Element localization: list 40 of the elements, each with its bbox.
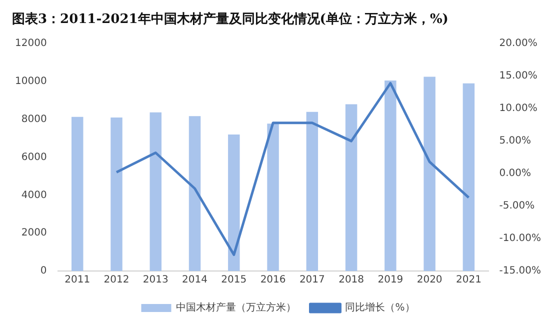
x-tick-label: 2021 <box>456 274 482 286</box>
x-tick-label: 2018 <box>338 274 364 286</box>
x-tick-label: 2017 <box>299 274 325 286</box>
bar <box>345 104 358 271</box>
bar <box>110 118 122 271</box>
y-tick-label: 6000 <box>21 152 47 163</box>
x-tick-label: 2011 <box>64 274 90 286</box>
bar <box>267 124 279 271</box>
y2-tick-label: 10.00% <box>499 103 538 114</box>
y2-tick-label: -10.00% <box>499 233 542 244</box>
y2-tick-label: 0.00% <box>499 168 532 180</box>
y2-tick-label: -15.00% <box>499 266 542 277</box>
x-tick-label: 2012 <box>104 274 130 286</box>
y2-tick-label: 5.00% <box>499 136 532 147</box>
x-tick-label: 2015 <box>221 274 247 286</box>
y-tick-label: 8000 <box>21 114 47 125</box>
y-tick-label: 4000 <box>21 190 47 201</box>
bar <box>72 116 84 271</box>
bar <box>424 76 436 271</box>
y-tick-label: 12000 <box>15 38 47 50</box>
x-tick-label: 2019 <box>378 274 404 286</box>
y-tick-label: 10000 <box>15 76 47 88</box>
legend-label: 同比增长（%） <box>345 302 415 314</box>
y-tick-label: 0 <box>40 266 47 277</box>
y2-tick-label: 20.00% <box>499 38 538 50</box>
y2-tick-label: 15.00% <box>499 70 538 82</box>
legend-label: 中国木材产量（万立方米） <box>176 302 296 314</box>
bar <box>150 112 162 271</box>
x-tick-label: 2013 <box>142 274 168 286</box>
bar <box>384 80 396 271</box>
y2-tick-label: -5.00% <box>499 200 535 212</box>
chart-title: 图表3：2011-2021年中国木材产量及同比变化情况(单位：万立方米，%) <box>12 11 448 28</box>
bar <box>306 112 318 271</box>
bar <box>188 116 201 271</box>
x-tick-label: 2020 <box>416 274 442 286</box>
y-tick-label: 2000 <box>21 228 47 239</box>
bar <box>228 134 240 271</box>
x-tick-label: 2014 <box>182 274 208 286</box>
x-tick-label: 2016 <box>260 274 286 286</box>
bar <box>462 83 475 271</box>
